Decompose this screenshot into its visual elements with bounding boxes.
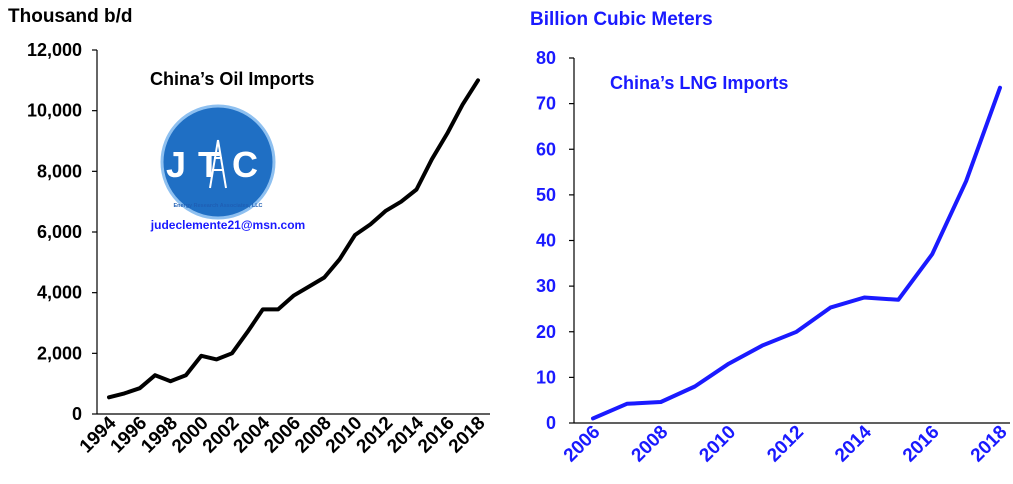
x-tick-label: 2016	[899, 422, 944, 467]
y-tick-label: 0	[546, 413, 556, 433]
y-tick-label: 20	[536, 322, 556, 342]
logo-ring	[160, 104, 276, 220]
y-tick-label: 6,000	[37, 222, 82, 242]
x-tick-label: 2014	[831, 421, 876, 466]
y-tick-label: 70	[536, 94, 556, 114]
x-tick-label: 2018	[967, 422, 1012, 467]
lng-x-ticks: 2006 2008 2010 2012 2014 2016 2018	[560, 421, 1012, 466]
jtc-logo: JTC Energy Research Associates, LLC jude…	[150, 104, 305, 232]
y-tick-label: 10	[536, 367, 556, 387]
lng-imports-line	[591, 85, 1002, 421]
y-tick-label: 12,000	[27, 40, 82, 60]
oil-imports-line	[107, 78, 480, 400]
y-tick-label: 50	[536, 185, 556, 205]
lng-y-axis-label: Billion Cubic Meters	[530, 9, 713, 30]
y-tick-label: 4,000	[37, 283, 82, 303]
logo-text: JTC	[166, 144, 270, 185]
y-tick-label: 80	[536, 48, 556, 68]
logo-circle	[162, 106, 274, 218]
contact-email: judeclemente21@msn.com	[150, 218, 305, 232]
y-tick-label: 10,000	[27, 101, 82, 121]
lng-y-ticks: 0 10 20 30 40 50 60 70 80	[536, 48, 574, 433]
y-tick-label: 60	[536, 139, 556, 159]
x-tick-label: 2008	[628, 422, 673, 467]
lng-imports-chart: Billion Cubic Meters China’s LNG Imports…	[530, 9, 1012, 466]
y-tick-label: 30	[536, 276, 556, 296]
lng-chart-title: China’s LNG Imports	[610, 73, 788, 93]
oil-x-ticks: 1994199619982000200220042006200820102012…	[76, 412, 490, 457]
y-tick-label: 8,000	[37, 161, 82, 181]
logo-subtitle: Energy Research Associates, LLC	[173, 203, 262, 209]
x-tick-label: 2018	[445, 413, 490, 458]
oil-y-ticks: 0 2,000 4,000 6,000 8,000 10,000 12,000	[27, 40, 97, 424]
derrick-icon	[209, 139, 227, 189]
oil-chart-title: China’s Oil Imports	[150, 69, 314, 89]
x-tick-label: 2012	[763, 422, 808, 467]
y-tick-label: 40	[536, 231, 556, 251]
oil-y-axis-label: Thousand b/d	[8, 6, 133, 27]
x-tick-label: 2006	[560, 422, 605, 467]
y-tick-label: 0	[72, 404, 82, 424]
x-tick-label: 2010	[695, 422, 740, 467]
y-tick-label: 2,000	[37, 343, 82, 363]
